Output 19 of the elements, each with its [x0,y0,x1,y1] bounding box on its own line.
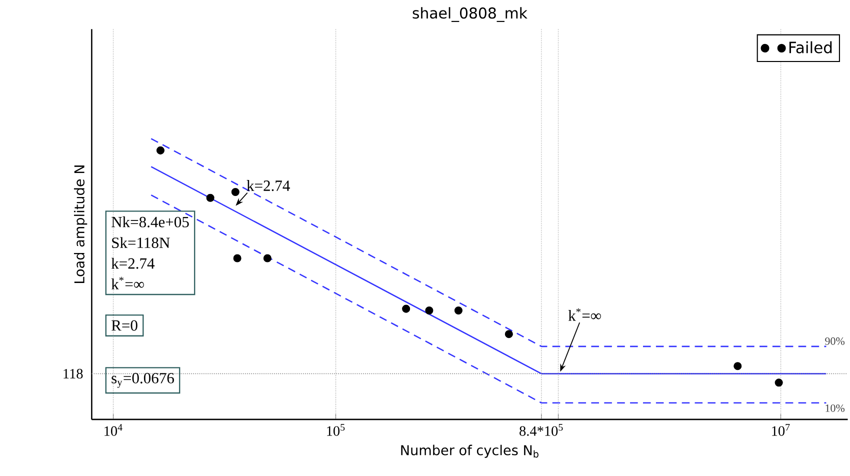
annotation: R=0 [112,320,138,331]
annotation: k=2.74 [246,180,290,192]
x-tick-label: 10$^{5}$ [327,424,345,436]
annotation: k$^{*}$=∞ [111,277,144,290]
chart-title: shael_0808_mk [412,7,528,22]
x-tick-label: 10$^{4}$ [104,424,122,436]
text: 118 [64,368,83,379]
series-label: 90% [825,338,845,345]
annotation: Sk=118N [112,237,170,248]
x-axis-title: Number of cycles N$_{b}$ [401,444,538,458]
legend-label: Failed [789,41,832,54]
y-axis-title: Load amplitude N [74,166,88,284]
annotation: k=2.74 [111,258,155,269]
annotation: Nk=8.4e+05 [112,216,189,228]
series-label: 10% [826,404,845,412]
annotation: k$^{*}$=∞ [568,308,601,321]
x-tick-label: 10$^{7}$ [772,424,790,436]
annotation: s$_{y}$=0.0676 [112,373,174,388]
x-tick-label: 8.4*10$^{5}$ [520,424,563,436]
